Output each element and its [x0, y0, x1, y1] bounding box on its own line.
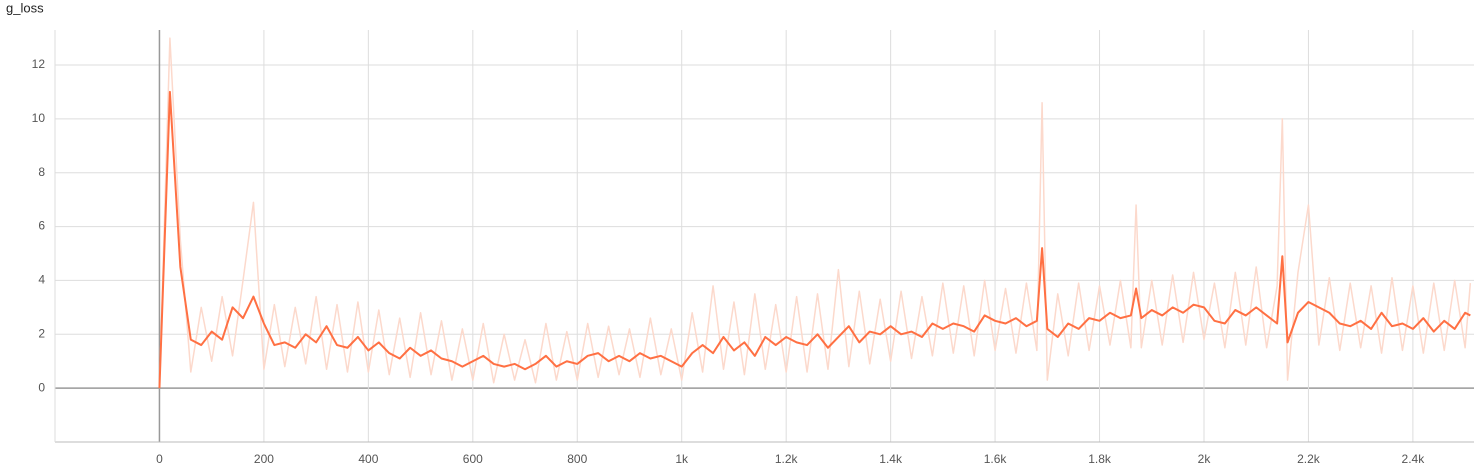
x-tick-label: 2k: [1198, 452, 1212, 466]
y-tick-label: 2: [38, 326, 45, 340]
series-line: [158, 37, 1472, 389]
x-tick-label: 1.6k: [984, 452, 1008, 466]
y-tick-label: 4: [38, 273, 45, 287]
plot-area: [158, 37, 1472, 389]
x-tick-label: 2.2k: [1297, 452, 1321, 466]
x-tick-label: 2.4k: [1402, 452, 1426, 466]
x-tick-label: 400: [358, 452, 378, 466]
x-tick-label: 1.4k: [879, 452, 903, 466]
y-tick-label: 10: [32, 111, 46, 125]
y-tick-label: 12: [32, 57, 46, 71]
y-tick-label: 0: [38, 380, 45, 394]
x-tick-label: 0: [156, 452, 163, 466]
series-line: [158, 90, 1471, 389]
x-tick-label: 1k: [675, 452, 689, 466]
y-tick-label: 6: [38, 219, 45, 233]
x-tick-label: 800: [567, 452, 587, 466]
chart-title: g_loss: [6, 0, 44, 15]
x-tick-label: 200: [254, 452, 274, 466]
x-tick-label: 1.2k: [775, 452, 799, 466]
x-tick-label: 600: [463, 452, 483, 466]
y-tick-label: 8: [38, 165, 45, 179]
grid: [54, 30, 1474, 443]
tick-labels: 0 2 4 6 8 10 12 0 200 400 600 800 1k 1.2k 1.4k 1.6k 1.8k…: [32, 57, 1426, 466]
x-tick-label: 1.8k: [1088, 452, 1112, 466]
